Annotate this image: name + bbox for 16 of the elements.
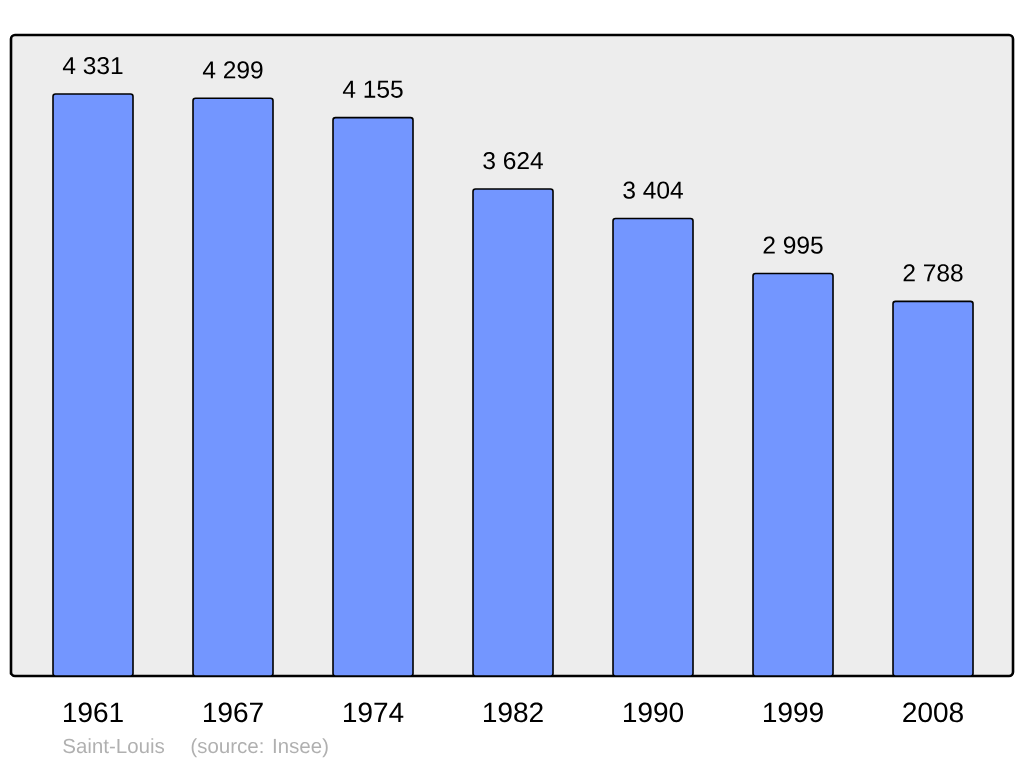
data-label: 3 624 [483, 151, 543, 170]
x-tick-label: 1974 [344, 702, 404, 723]
x-tick-label: 1961 [63, 702, 123, 723]
text: Saint-Louis [63, 738, 165, 754]
data-label: 4 155 [342, 80, 403, 98]
data-label: 4 331 [62, 56, 123, 75]
data-label: 2 995 [763, 236, 823, 254]
x-tick-label: 1982 [484, 702, 543, 723]
data-label: 2 788 [903, 264, 963, 282]
x-tick-label: 2008 [903, 702, 963, 723]
x-tick-label: 1967 [203, 702, 263, 723]
x-tick-label: 1990 [624, 702, 684, 723]
text: (source: Insee) [191, 738, 328, 758]
x-tick-label: 1999 [764, 702, 823, 723]
data-label: 4 299 [202, 61, 263, 79]
data-label: 3 404 [623, 181, 683, 199]
